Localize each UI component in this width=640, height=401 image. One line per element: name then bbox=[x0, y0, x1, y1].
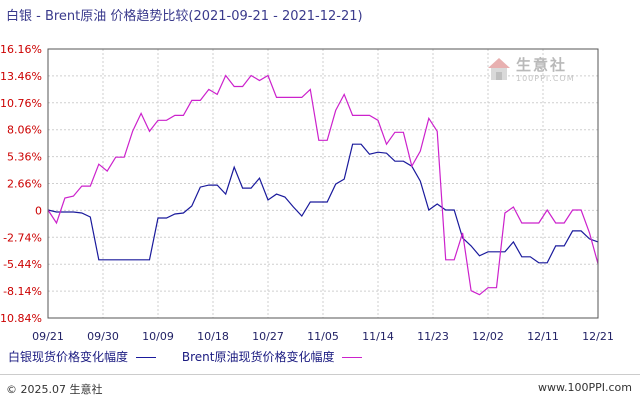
x-tick-label: 09/30 bbox=[87, 330, 119, 343]
y-tick-label: -10.84% bbox=[0, 312, 42, 325]
chart-title: 白银 - Brent原油 价格趋势比较(2021-09-21 - 2021-12… bbox=[6, 9, 363, 24]
x-tick-label: 11/23 bbox=[417, 330, 449, 343]
house-logo-icon bbox=[488, 58, 510, 80]
legend-label-silver: 白银现货价格变化幅度 bbox=[8, 350, 129, 364]
y-tick-label: 13.46% bbox=[0, 70, 42, 83]
grid bbox=[48, 49, 598, 318]
y-tick-label: 10.76% bbox=[0, 97, 42, 110]
x-tick-label: 12/21 bbox=[582, 330, 614, 343]
y-tick-label: 5.36% bbox=[7, 151, 42, 164]
watermark: 生意社 100PPI.COM bbox=[480, 52, 580, 92]
footer: © 2025.07 生意社 www.100PPI.com bbox=[0, 374, 640, 401]
y-tick-label: 16.16% bbox=[0, 43, 42, 56]
x-tick-label: 10/09 bbox=[142, 330, 174, 343]
y-tick-label: -8.14% bbox=[3, 285, 42, 298]
x-tick-label: 12/02 bbox=[472, 330, 504, 343]
x-tick-label: 10/18 bbox=[197, 330, 229, 343]
watermark-url: 100PPI.COM bbox=[516, 74, 575, 83]
x-axis-ticks: 09/21 09/30 10/09 10/18 10/27 11/05 11/14 11/23… bbox=[32, 330, 614, 343]
watermark-brand: 生意社 bbox=[516, 56, 568, 74]
legend-label-brent: Brent原油现货价格变化幅度 bbox=[181, 350, 335, 364]
plot-border bbox=[47, 48, 599, 319]
line-chart: 16.16% 13.46% 10.76% 8.06% 5.36% 2.66% 0 -2.74%… bbox=[0, 43, 614, 343]
series-lines bbox=[47, 74, 599, 296]
y-tick-label: -2.74% bbox=[3, 231, 42, 244]
footer-website[interactable]: www.100PPI.com bbox=[538, 381, 632, 394]
x-tick-label: 10/27 bbox=[252, 330, 284, 343]
y-tick-label: 8.06% bbox=[7, 124, 42, 137]
series-line-brent bbox=[47, 74, 599, 296]
x-tick-label: 11/05 bbox=[307, 330, 339, 343]
series-line-silver bbox=[47, 143, 599, 264]
legend-swatch-silver bbox=[136, 357, 157, 358]
x-tick-label: 09/21 bbox=[32, 330, 64, 343]
x-tick-label: 12/11 bbox=[527, 330, 559, 343]
y-axis-ticks: 16.16% 13.46% 10.76% 8.06% 5.36% 2.66% 0 -2.74%… bbox=[0, 43, 42, 325]
y-tick-label: -5.44% bbox=[3, 258, 42, 271]
footer-copyright: © 2025.07 生意社 bbox=[6, 383, 103, 396]
legend-swatch-brent bbox=[342, 357, 363, 358]
y-tick-label: 2.66% bbox=[7, 178, 42, 191]
y-tick-label: 0 bbox=[35, 204, 42, 217]
x-tick-label: 11/14 bbox=[362, 330, 394, 343]
legend-item-brent: Brent原油现货价格变化幅度 bbox=[182, 348, 363, 365]
legend-item-silver: 白银现货价格变化幅度 bbox=[8, 348, 157, 365]
legend: 白银现货价格变化幅度 Brent原油现货价格变化幅度 bbox=[8, 348, 384, 365]
